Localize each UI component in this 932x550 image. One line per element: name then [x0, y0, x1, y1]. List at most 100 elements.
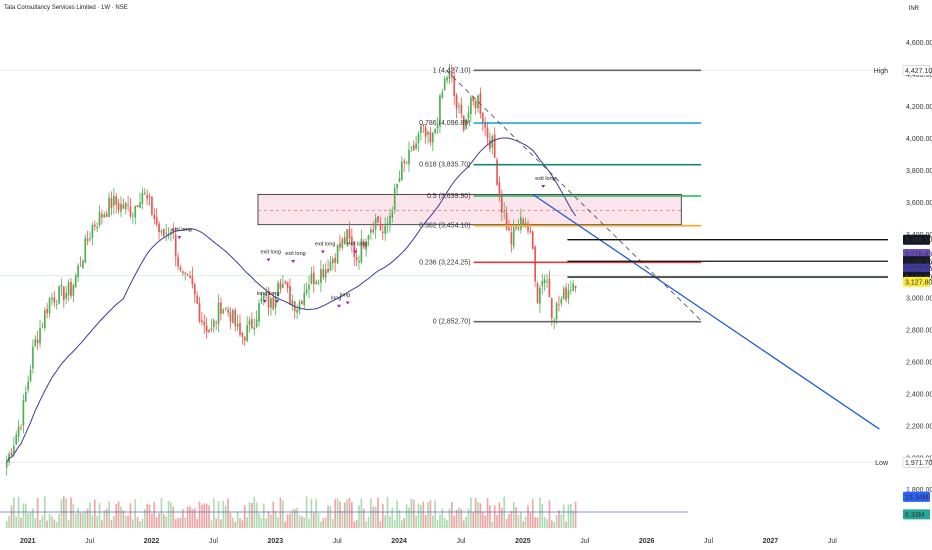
candle-body [503, 211, 506, 213]
volume-bar [381, 503, 384, 528]
candle-body [22, 400, 25, 426]
y-tick-label: 3,000.00 [906, 296, 932, 303]
volume-bar [182, 509, 184, 528]
candle-body [417, 133, 420, 144]
candle-body [539, 287, 541, 305]
candle-body [134, 205, 137, 218]
price-tag-caption: Low [875, 460, 889, 467]
symbol-title: Tata Consultancy Services Limited · 1W ·… [4, 5, 128, 11]
candle-body [574, 285, 577, 289]
candle-body [5, 462, 8, 468]
volume-bar [303, 517, 306, 528]
volume-bar [108, 501, 110, 528]
candle-body [139, 202, 141, 209]
candle-body [15, 434, 18, 445]
candle-body [51, 297, 53, 300]
volume-bar [408, 507, 410, 528]
volume-bar [522, 521, 525, 528]
volume-bar [34, 518, 37, 528]
candle-body [93, 224, 96, 227]
candle-body [303, 292, 306, 306]
x-tick-label: Jul [828, 538, 837, 545]
volume-bar [22, 503, 25, 528]
candle-body [146, 194, 148, 199]
volume-bar [277, 517, 279, 528]
volume-bar [558, 510, 560, 528]
volume-bar [91, 515, 94, 528]
volume-bar [386, 497, 389, 528]
x-tick-label: 2022 [144, 538, 160, 545]
volume-bar [574, 501, 577, 528]
candle-body [227, 309, 229, 313]
y-tick-label: 2,800.00 [906, 328, 932, 335]
candle-body [27, 381, 29, 390]
currency-label: INR [908, 6, 919, 12]
candle-body [308, 284, 310, 290]
volume-bar [341, 510, 344, 528]
candle-body [177, 256, 179, 267]
volume-bar [136, 517, 139, 528]
candle-body [89, 237, 91, 240]
candle-body [262, 295, 265, 300]
candle-body [86, 238, 89, 241]
volume-bar [117, 501, 120, 528]
candle-body [393, 188, 396, 211]
candle-body [386, 223, 389, 225]
candle-body [541, 280, 544, 286]
candle-body [379, 223, 382, 231]
volume-bar [281, 500, 284, 528]
volume-bar [148, 504, 151, 528]
trade-annotation: long [257, 291, 267, 297]
volume-bar [543, 516, 546, 528]
candle-body [210, 328, 213, 330]
candle-body [441, 92, 444, 98]
candle-body [127, 205, 129, 206]
candle-body [191, 276, 194, 285]
volume-bar [98, 503, 101, 528]
candle-body [312, 272, 315, 285]
trade-annotation: exit long [347, 241, 368, 247]
volume-bar [191, 508, 194, 528]
candle-body [203, 321, 206, 326]
volume-bar [112, 516, 115, 528]
volume-bar [484, 515, 486, 528]
candle-body [143, 192, 146, 195]
candle-body [367, 235, 370, 240]
volume-bar [358, 505, 360, 528]
volume-bar [15, 516, 18, 528]
volume-bar [248, 502, 251, 528]
candle-body [391, 211, 394, 218]
volume-bar [403, 518, 406, 528]
candle-body [446, 77, 448, 81]
candle-body [548, 278, 551, 298]
signal-marker-icon [177, 236, 182, 240]
trade-annotation: long [340, 293, 350, 299]
candle-body [486, 127, 489, 138]
price-tag [902, 457, 931, 468]
volume-bar [17, 496, 20, 528]
signal-marker-icon [541, 185, 546, 189]
volume-bar [477, 501, 479, 528]
volume-bar [122, 510, 125, 528]
candle-body [522, 219, 525, 227]
candle-body [515, 227, 517, 229]
candle-body [60, 284, 63, 287]
volume-bar [441, 508, 444, 528]
volume-bar [424, 514, 427, 528]
candle-body [224, 307, 227, 309]
volume-bar [198, 501, 201, 528]
volume-bar [450, 502, 453, 528]
time-axis[interactable]: 2021 Jul 2022 Jul 2023 Jul 2024 Jul 2025 Jul 2026 J… [20, 538, 837, 545]
volume-bar [405, 504, 408, 528]
volume-bar [196, 518, 198, 528]
volume-bar [51, 516, 53, 528]
candle-body [362, 240, 365, 248]
volume-bar [67, 520, 70, 528]
volume-bar [215, 518, 218, 528]
candle-body [96, 226, 98, 229]
volume-bar [541, 503, 544, 528]
volume-bar [553, 521, 556, 528]
volume-bar [284, 521, 287, 528]
volume-bar [412, 499, 415, 528]
